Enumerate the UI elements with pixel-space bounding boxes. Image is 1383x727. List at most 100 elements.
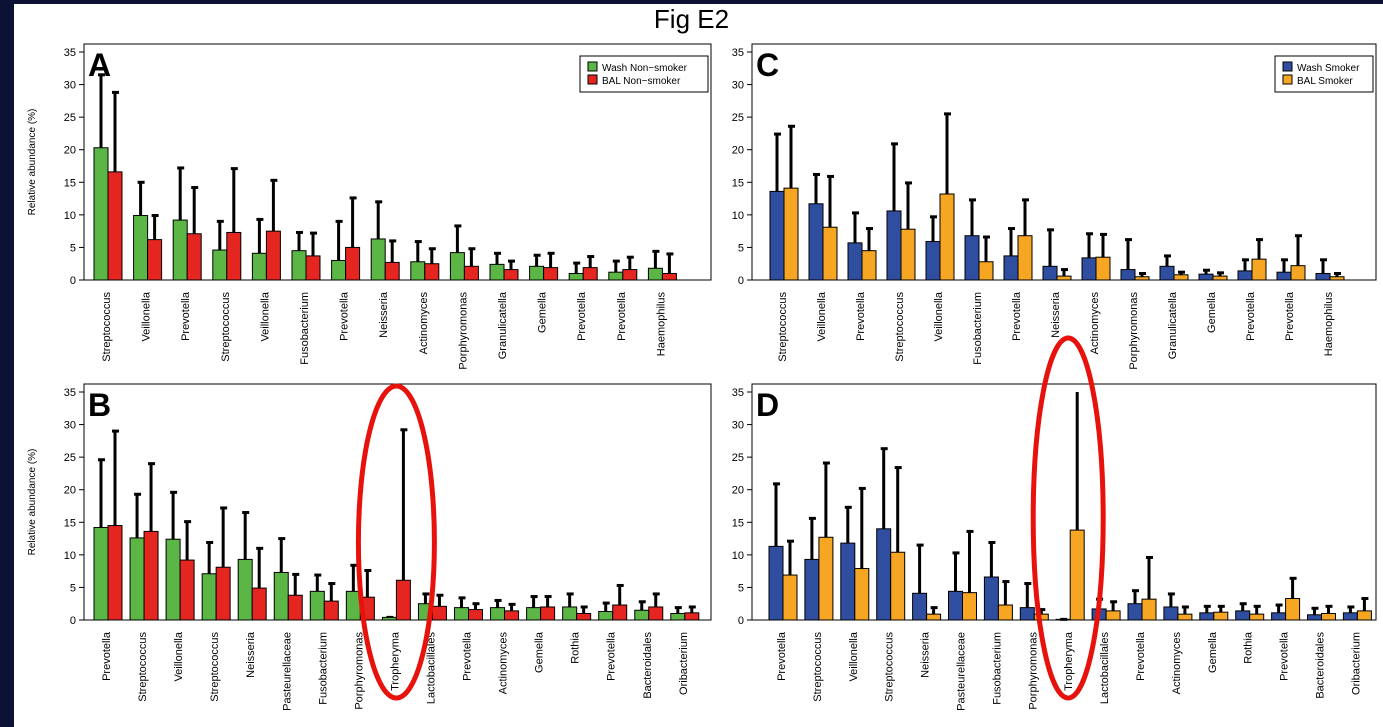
x-tick-label: Veillonella bbox=[259, 291, 271, 341]
x-tick-label: Neisseria bbox=[245, 631, 257, 678]
legend-swatch bbox=[587, 74, 598, 85]
bar bbox=[323, 600, 339, 621]
y-tick-label: 5 bbox=[738, 582, 744, 594]
legend-label: BAL Non−smoker bbox=[602, 76, 681, 87]
y-tick-label: 0 bbox=[738, 615, 744, 627]
x-tick-label: Haemophilus bbox=[655, 292, 667, 357]
x-tick-label: Streptococcus bbox=[777, 292, 789, 362]
bar bbox=[818, 536, 834, 621]
x-tick-label: Bacteroidales bbox=[1315, 632, 1327, 699]
x-tick-label: Haemophilus bbox=[1323, 292, 1335, 357]
bar bbox=[201, 573, 217, 621]
bar bbox=[1055, 618, 1071, 621]
bar bbox=[370, 238, 386, 281]
bar bbox=[783, 187, 799, 281]
bar bbox=[1271, 612, 1287, 621]
bar bbox=[503, 269, 519, 281]
bar bbox=[1342, 612, 1358, 621]
x-tick-label: Fusobacterium bbox=[317, 632, 329, 705]
bar bbox=[143, 530, 159, 621]
bar bbox=[309, 590, 325, 621]
x-tick-label: Streptococcus bbox=[894, 292, 906, 362]
panel-d-chart: D 0 5 10 15 20 25 30 35 Prevotella Streptococcus Ve… bbox=[732, 335, 1377, 711]
x-tick-label: Granulicatella bbox=[497, 291, 509, 359]
x-tick-label: Prevotella bbox=[101, 631, 113, 681]
y-tick-label: 20 bbox=[732, 485, 744, 497]
x-tick-label: Prevotella bbox=[606, 631, 618, 681]
bar bbox=[1003, 255, 1019, 281]
y-tick-label: 10 bbox=[64, 210, 76, 222]
x-tick-label: Prevotella bbox=[576, 291, 588, 341]
bar bbox=[582, 267, 598, 281]
bar bbox=[769, 190, 785, 281]
bar bbox=[670, 612, 686, 621]
bar bbox=[768, 545, 784, 621]
bar bbox=[1251, 258, 1267, 281]
bar bbox=[384, 261, 400, 281]
x-tick-label: Fusobacterium bbox=[299, 292, 311, 365]
x-tick-label: Actinomyces bbox=[498, 632, 510, 695]
x-tick-label: Streptococcus bbox=[812, 632, 824, 702]
bar bbox=[381, 616, 397, 621]
x-tick-label: Prevotella bbox=[855, 291, 867, 341]
x-tick-label: Fusobacterium bbox=[972, 292, 984, 365]
x-tick-label: Rothia bbox=[570, 631, 582, 664]
x-tick-label: Oribacterium bbox=[678, 632, 690, 695]
y-tick-label: 5 bbox=[738, 242, 744, 254]
y-tick-label: 30 bbox=[64, 80, 76, 92]
bar bbox=[265, 230, 281, 281]
bar bbox=[251, 587, 267, 621]
bar bbox=[226, 231, 242, 281]
y-tick-label: 0 bbox=[70, 615, 76, 627]
y-tick-label: 10 bbox=[732, 210, 744, 222]
bar bbox=[598, 611, 614, 621]
x-tick-label: Porphyromonas bbox=[457, 292, 469, 370]
bar bbox=[463, 265, 479, 281]
panel-b-chart: B 0 5 10 15 20 25 30 35 Relative abundance (%) Pre… bbox=[27, 383, 712, 711]
bar bbox=[179, 559, 195, 621]
y-tick-label: 0 bbox=[70, 275, 76, 287]
bar bbox=[291, 250, 307, 281]
highlight-ellipse bbox=[355, 383, 437, 701]
x-tick-label: Prevotella bbox=[616, 291, 628, 341]
x-tick-label: Oribacterium bbox=[1350, 632, 1362, 695]
highlight-ellipse bbox=[1030, 335, 1106, 701]
bar bbox=[1159, 265, 1175, 281]
bar bbox=[212, 249, 228, 281]
y-tick-label: 10 bbox=[64, 550, 76, 562]
x-tick-label: Prevotella bbox=[1011, 291, 1023, 341]
bar bbox=[287, 594, 303, 621]
bar bbox=[1127, 603, 1143, 621]
bar bbox=[133, 215, 149, 281]
bar bbox=[1173, 274, 1189, 281]
y-tick-label: 35 bbox=[64, 47, 76, 59]
y-tick-label: 30 bbox=[732, 80, 744, 92]
x-tick-label: Actinomyces bbox=[1171, 632, 1183, 695]
bar bbox=[840, 542, 856, 621]
bar bbox=[1056, 275, 1072, 281]
bar bbox=[647, 267, 663, 281]
x-tick-label: Porphyromonas bbox=[1027, 632, 1039, 710]
x-tick-label: Rothia bbox=[1243, 631, 1255, 664]
x-tick-label: Streptococcus bbox=[137, 632, 149, 702]
y-tick-label: 25 bbox=[64, 452, 76, 464]
x-tick-label: Streptococcus bbox=[884, 632, 896, 702]
x-tick-label: Gemella bbox=[1206, 291, 1218, 333]
bar bbox=[634, 609, 650, 621]
bar bbox=[1081, 257, 1097, 281]
bar bbox=[1177, 613, 1193, 621]
y-tick-label: 15 bbox=[732, 517, 744, 529]
bar bbox=[847, 242, 863, 281]
x-tick-label: Streptococcus bbox=[101, 292, 113, 362]
bar bbox=[1315, 272, 1331, 281]
legend-swatch bbox=[1282, 61, 1293, 72]
bar bbox=[468, 609, 483, 621]
bar bbox=[661, 272, 677, 281]
legend: Wash Smoker BAL Smoker bbox=[1274, 55, 1374, 93]
panel-label: C bbox=[756, 47, 779, 83]
y-tick-label: 20 bbox=[64, 485, 76, 497]
x-tick-label: Tropheryma bbox=[1063, 631, 1075, 691]
bar bbox=[395, 579, 411, 621]
bar bbox=[854, 568, 870, 621]
bar bbox=[886, 210, 902, 281]
